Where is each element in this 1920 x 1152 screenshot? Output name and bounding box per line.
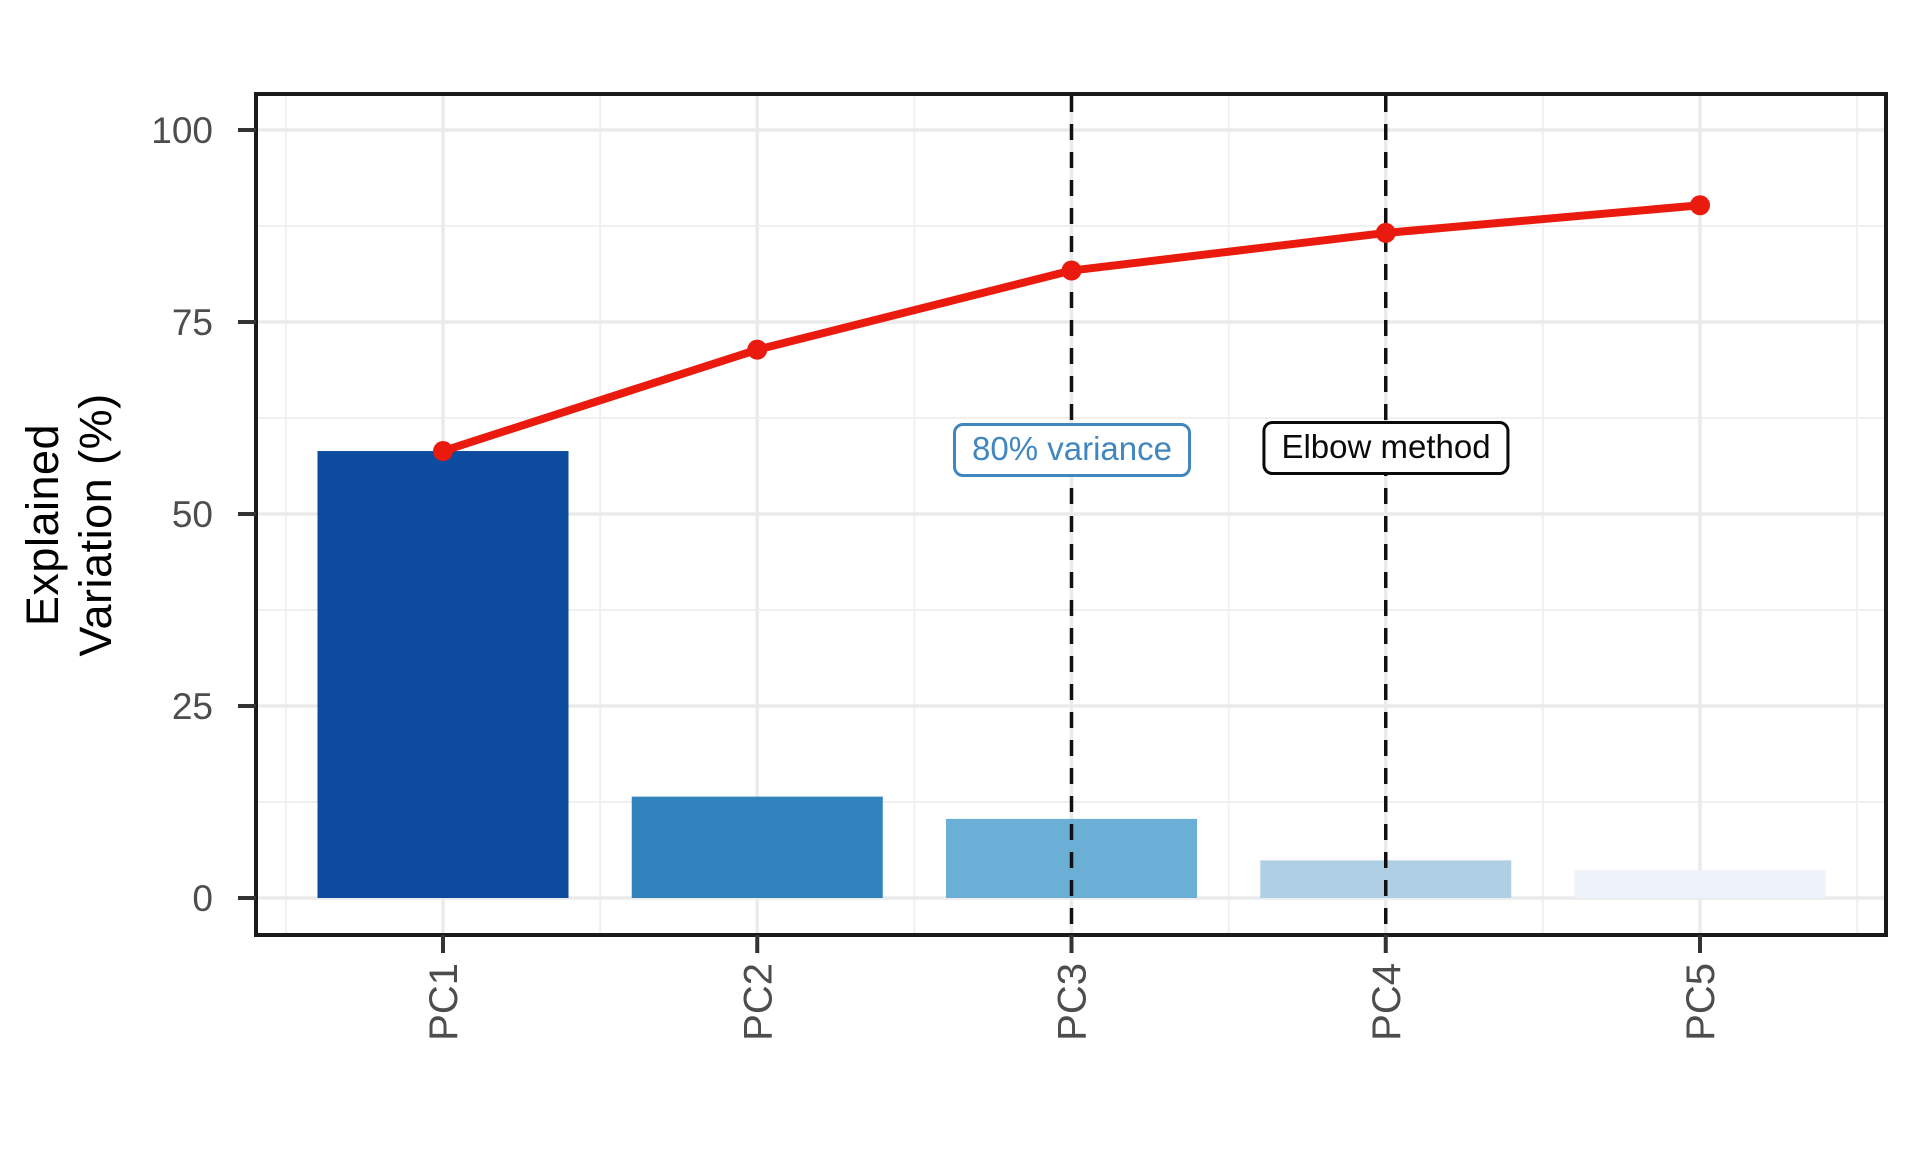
bar-pc2 [631, 796, 883, 898]
x-tick-label-pc2: PC2 [736, 963, 780, 1041]
y-axis-title-line2: Variation (%) [69, 393, 121, 657]
x-tick-label-pc3: PC3 [1051, 963, 1095, 1041]
y-tick-label-75: 75 [172, 302, 213, 343]
y-tick-label-50: 50 [172, 494, 213, 535]
x-tick-label-pc4: PC4 [1365, 963, 1409, 1041]
y-tick-label-100: 100 [151, 110, 213, 151]
y-tick-label-0: 0 [192, 878, 213, 919]
x-tick-label-pc1: PC1 [422, 963, 466, 1041]
cumulative-point-pc4 [1375, 222, 1396, 243]
cumulative-point-pc3 [1061, 260, 1082, 281]
y-axis-title: Explained Variation (%) [17, 75, 137, 975]
cumulative-point-pc5 [1690, 195, 1710, 216]
bar-pc5 [1574, 870, 1826, 898]
cumulative-point-pc2 [747, 339, 768, 360]
x-tick-label-pc5: PC5 [1679, 963, 1723, 1041]
cumulative-point-pc1 [433, 441, 453, 462]
bar-pc1 [317, 451, 569, 898]
annotation-80pct-variance: 80% variance [953, 423, 1191, 477]
annotation-elbow-method: Elbow method [1262, 421, 1510, 475]
y-axis-title-line1: Explained [17, 423, 68, 627]
y-tick-label-25: 25 [172, 686, 213, 727]
